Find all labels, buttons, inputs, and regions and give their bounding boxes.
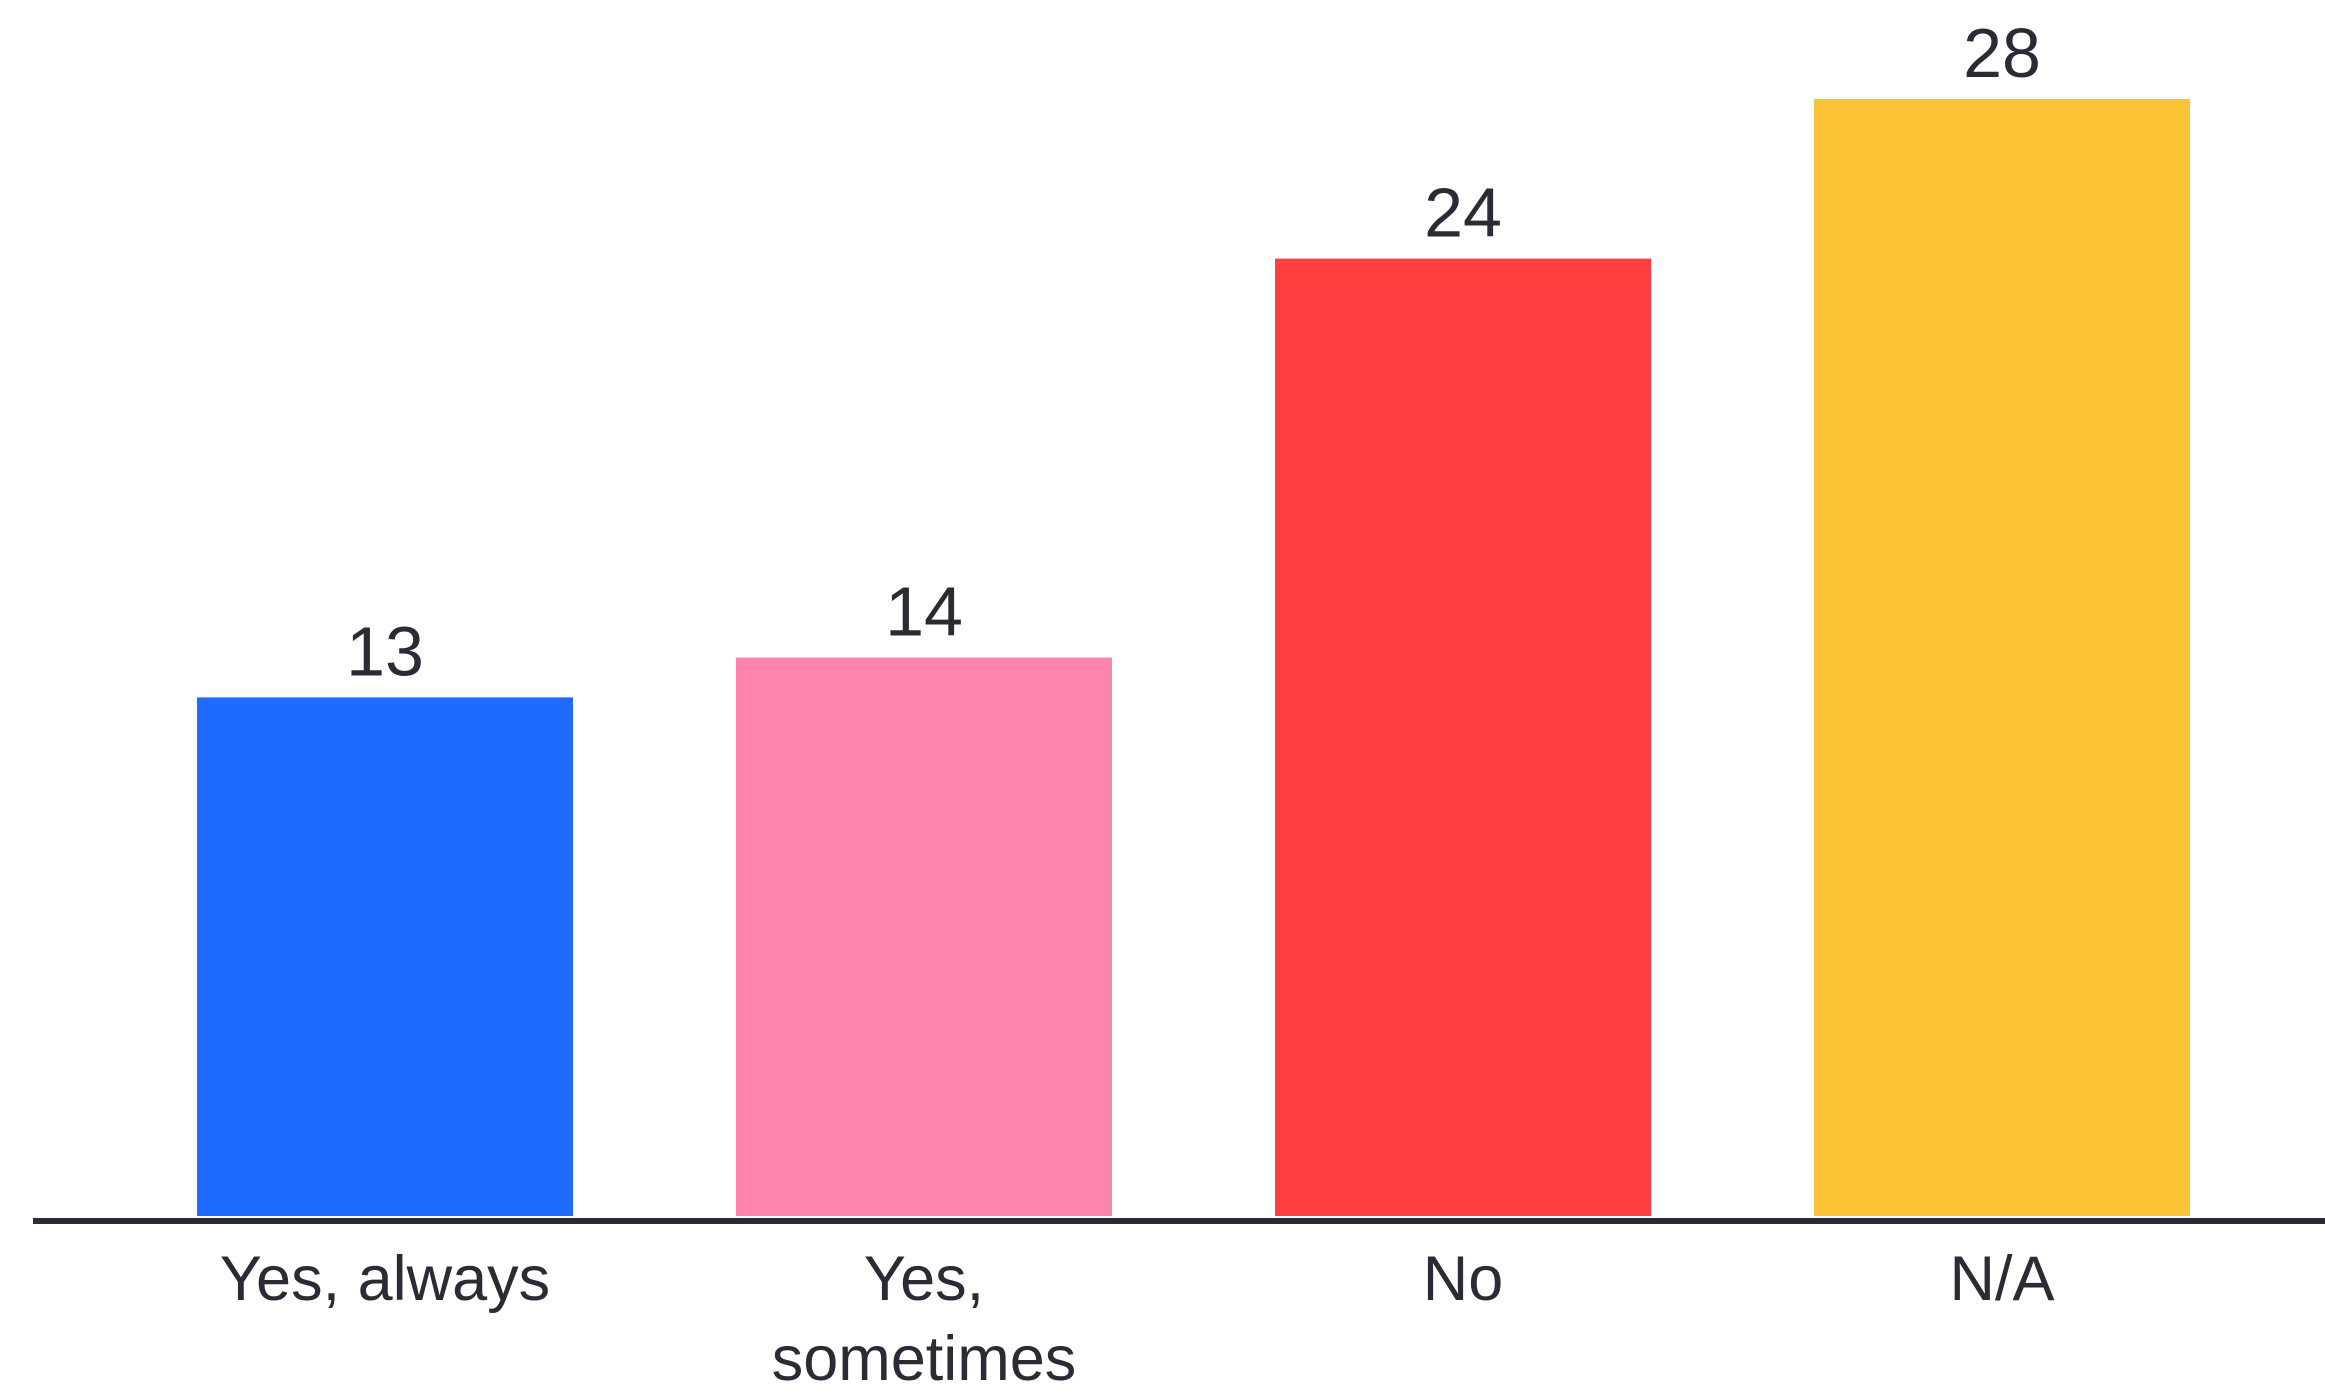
bar-value-label: 13 xyxy=(346,612,424,690)
bar xyxy=(197,697,573,1216)
bar xyxy=(1814,99,2190,1216)
bars-group xyxy=(197,99,2190,1217)
x-tick-label: Yes, always xyxy=(220,1244,550,1314)
x-tick-label: No xyxy=(1423,1244,1504,1314)
bar-value-label: 24 xyxy=(1424,174,1502,252)
value-labels-group: 13 14 24 28 xyxy=(346,14,2041,690)
x-tick-label: Yes, xyxy=(864,1244,984,1314)
bar xyxy=(736,657,1112,1216)
bar xyxy=(1275,258,1651,1217)
bar-value-label: 28 xyxy=(1963,14,2041,92)
x-tick-label: sometimes xyxy=(772,1324,1077,1391)
bar-value-label: 14 xyxy=(885,573,963,651)
x-tick-label: N/A xyxy=(1949,1244,2054,1314)
category-labels-group: Yes, always Yes, sometimes No N/A xyxy=(220,1244,2055,1394)
